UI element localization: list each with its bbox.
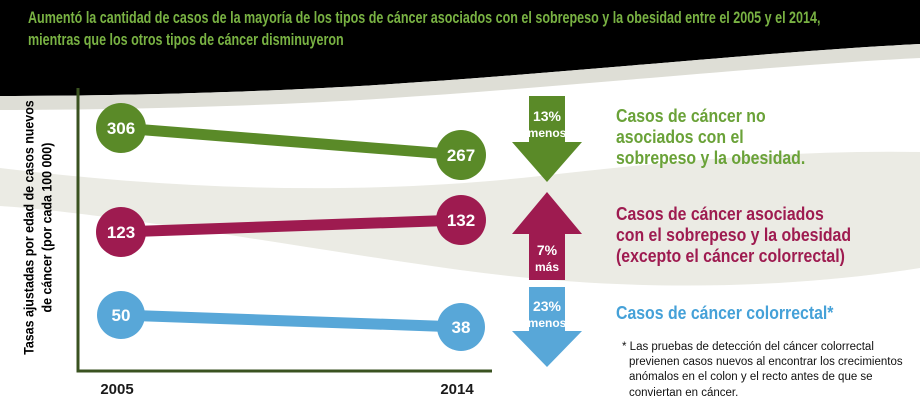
label-maroon-line-2: con el sobrepeso y la obesidad (616, 225, 852, 246)
arrow-maroon-shape (512, 192, 582, 280)
dot-blue-2014 (437, 303, 485, 351)
dot-green-2005 (96, 103, 146, 153)
arrow-maroon-up: 7% más (512, 192, 582, 280)
arrow-maroon-word: más (535, 260, 559, 274)
arrow-blue-word: menos (528, 316, 567, 330)
y-axis-label-line-1: Tasas ajustadas por edad de casos nuevos (21, 100, 37, 355)
gray-strip-shape (0, 44, 920, 110)
label-blue: Casos de cáncer colorrectal* (616, 303, 833, 324)
arrow-green-word: menos (528, 126, 567, 140)
value-blue-2014: 38 (452, 318, 471, 337)
label-green: Casos de cáncer no asociados con el sobr… (616, 106, 805, 170)
arrow-blue-percent: 23% (533, 298, 562, 314)
series-maroon: 123 132 (96, 195, 486, 257)
footnote: * Las pruebas de detección del cáncer co… (622, 341, 903, 399)
value-green-2005: 306 (107, 119, 135, 138)
label-maroon-line-1: Casos de cáncer asociados (616, 204, 824, 224)
arrow-green-down: 13% menos (512, 96, 582, 182)
label-maroon-line-3: (excepto el cáncer colorrectal) (616, 246, 845, 267)
dot-blue-2005 (97, 291, 145, 339)
x-tick-2014: 2014 (440, 381, 474, 398)
arrow-green-shape (512, 96, 582, 182)
label-green-line-3: sobrepeso y la obesidad. (616, 148, 806, 169)
value-green-2014: 267 (447, 146, 475, 165)
dot-green-2014 (436, 130, 486, 180)
title-line-1: Aumentó la cantidad de casos de la mayor… (28, 9, 821, 27)
value-blue-2005: 50 (112, 306, 131, 325)
label-green-line-1: Casos de cáncer no (616, 106, 766, 126)
connector-green (120, 122, 462, 161)
arrow-maroon-percent: 7% (537, 242, 558, 258)
label-green-line-2: asociados con el (616, 127, 744, 148)
page-title: Aumentó la cantidad de casos de la mayor… (28, 8, 820, 52)
label-blue-line-1: Casos de cáncer colorrectal* (616, 303, 834, 323)
arrow-blue-shape (512, 287, 582, 367)
black-banner-shape (0, 0, 920, 96)
y-axis-label: Tasas ajustadas por edad de casos nuevos… (20, 80, 55, 374)
value-maroon-2014: 132 (447, 211, 475, 230)
connector-blue (120, 309, 462, 333)
y-axis-label-line-2: de cáncer (por cada 100 000) (39, 142, 54, 313)
arrow-green-percent: 13% (533, 108, 562, 124)
dot-maroon-2005 (96, 207, 146, 257)
series-green: 306 267 (96, 103, 486, 180)
dot-maroon-2014 (436, 195, 486, 245)
arrow-blue-down: 23% menos (512, 287, 582, 367)
value-maroon-2005: 123 (107, 223, 135, 242)
dumbbell-chart: 306 267 123 132 50 38 2005 2014 (76, 88, 492, 398)
title-line-2: mientras que los otros tipos de cáncer d… (28, 30, 344, 49)
connector-maroon (120, 214, 462, 238)
x-tick-2005: 2005 (100, 381, 133, 398)
series-blue: 50 38 (97, 291, 485, 351)
label-maroon: Casos de cáncer asociados con el sobrepe… (616, 204, 851, 268)
